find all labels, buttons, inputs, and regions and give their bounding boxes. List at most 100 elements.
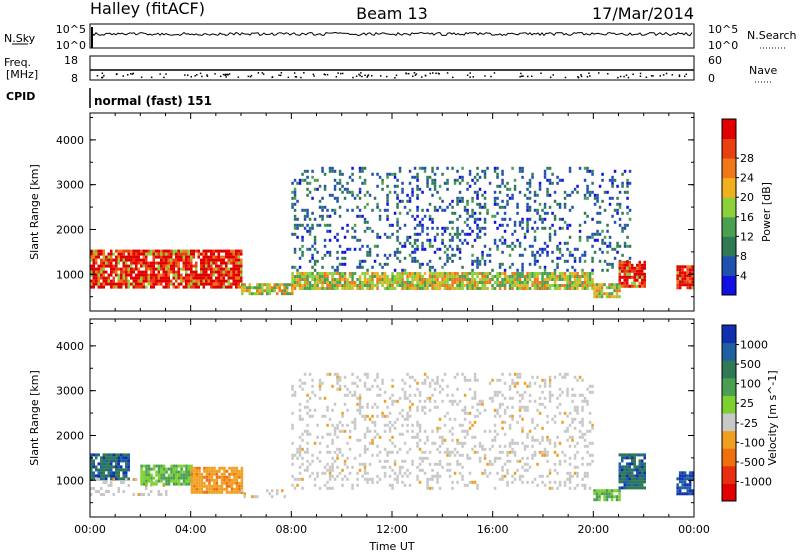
velocity-cell: [476, 378, 479, 382]
power-cell: [311, 169, 314, 173]
velocity-cell: [458, 441, 462, 445]
power-cell: [306, 281, 309, 284]
power-cell: [145, 279, 148, 283]
power-cell: [110, 273, 113, 277]
velocity-cell: [145, 476, 148, 480]
velocity-cell: [298, 408, 302, 412]
power-cell: [461, 241, 464, 245]
power-cell: [291, 205, 294, 209]
velocity-cell: [301, 456, 304, 460]
power-cell: [237, 252, 240, 256]
velocity-cell: [643, 462, 646, 466]
power-cell: [110, 282, 113, 286]
power-cell: [638, 266, 641, 270]
velocity-cell: [230, 490, 234, 494]
power-cell: [678, 280, 682, 284]
power-cell: [215, 270, 218, 274]
power-cell: [426, 226, 429, 230]
power-cell: [358, 281, 362, 284]
velocity-cell: [418, 423, 422, 427]
power-cell: [180, 279, 183, 283]
velocity-cell: [566, 387, 569, 391]
power-cell: [411, 250, 414, 254]
velocity-cell: [423, 429, 427, 433]
power-cell: [628, 169, 632, 173]
power-cell: [170, 249, 173, 253]
power-cell: [573, 268, 577, 272]
power-cell: [210, 282, 213, 286]
power-cell: [446, 272, 449, 275]
velocity-cell: [398, 411, 402, 415]
power-cell: [391, 284, 394, 287]
velocity-cell: [388, 465, 392, 469]
velocity-cell: [175, 479, 178, 483]
power-cell: [170, 267, 173, 271]
power-cell: [132, 249, 135, 253]
power-cell: [190, 282, 193, 286]
velocity-cell: [496, 411, 499, 415]
power-cell: [212, 279, 215, 283]
velocity-cell: [172, 479, 176, 483]
power-cell: [583, 253, 587, 257]
power-cell: [157, 249, 160, 253]
power-cell: [610, 283, 614, 287]
power-cell: [200, 258, 203, 262]
velocity-cell: [501, 420, 504, 424]
velocity-cell: [431, 474, 434, 478]
power-cell: [343, 287, 347, 290]
velocity-cell: [511, 480, 514, 484]
power-cell: [448, 238, 452, 242]
power-cell: [172, 276, 175, 280]
power-cell: [386, 199, 389, 203]
velocity-cell: [95, 474, 98, 478]
velocity-cell: [636, 483, 639, 487]
power-cell: [636, 269, 639, 273]
velocity-cell: [107, 471, 110, 475]
velocity-cell: [92, 465, 95, 469]
power-cell: [220, 255, 223, 259]
power-cell: [152, 279, 155, 283]
velocity-cell: [586, 444, 589, 448]
power-cell: [175, 264, 178, 268]
power-cell: [576, 284, 579, 287]
velocity-cell: [413, 393, 417, 397]
power-cell: [595, 295, 599, 299]
power-cell: [316, 287, 319, 290]
velocity-cell: [200, 484, 204, 488]
power-cell: [463, 232, 467, 236]
velocity-region-2: [140, 464, 193, 486]
power-cell: [313, 259, 317, 263]
power-cell: [110, 285, 113, 289]
power-cell: [210, 285, 213, 289]
power-cell: [288, 292, 291, 296]
power-cell: [691, 286, 694, 290]
velocity-cell: [423, 456, 427, 460]
velocity-cell: [533, 453, 537, 457]
power-cell: [538, 214, 542, 218]
velocity-cell: [391, 378, 394, 382]
power-cell: [313, 281, 317, 284]
velocity-cell: [115, 453, 118, 457]
velocity-cell: [426, 456, 429, 460]
velocity-cell: [636, 486, 639, 490]
velocity-cell: [213, 478, 216, 482]
power-cell: [311, 226, 314, 230]
power-cell: [488, 247, 492, 251]
power-cell: [521, 281, 524, 284]
power-cell: [318, 214, 322, 218]
power-cell: [556, 247, 559, 251]
power-cell: [363, 193, 367, 197]
power-cell: [601, 178, 604, 182]
velocity-cell: [543, 396, 547, 400]
power-colorbar-tick: 24: [740, 172, 754, 185]
power-cell: [428, 214, 432, 218]
power-cell: [95, 252, 98, 256]
velocity-cell: [90, 487, 93, 490]
velocity-cell: [481, 447, 484, 451]
power-cell: [185, 270, 188, 274]
velocity-cell: [588, 411, 592, 415]
power-cell: [318, 287, 322, 290]
power-cell: [293, 187, 297, 191]
power-cell: [488, 272, 492, 275]
power-cell: [423, 166, 427, 170]
